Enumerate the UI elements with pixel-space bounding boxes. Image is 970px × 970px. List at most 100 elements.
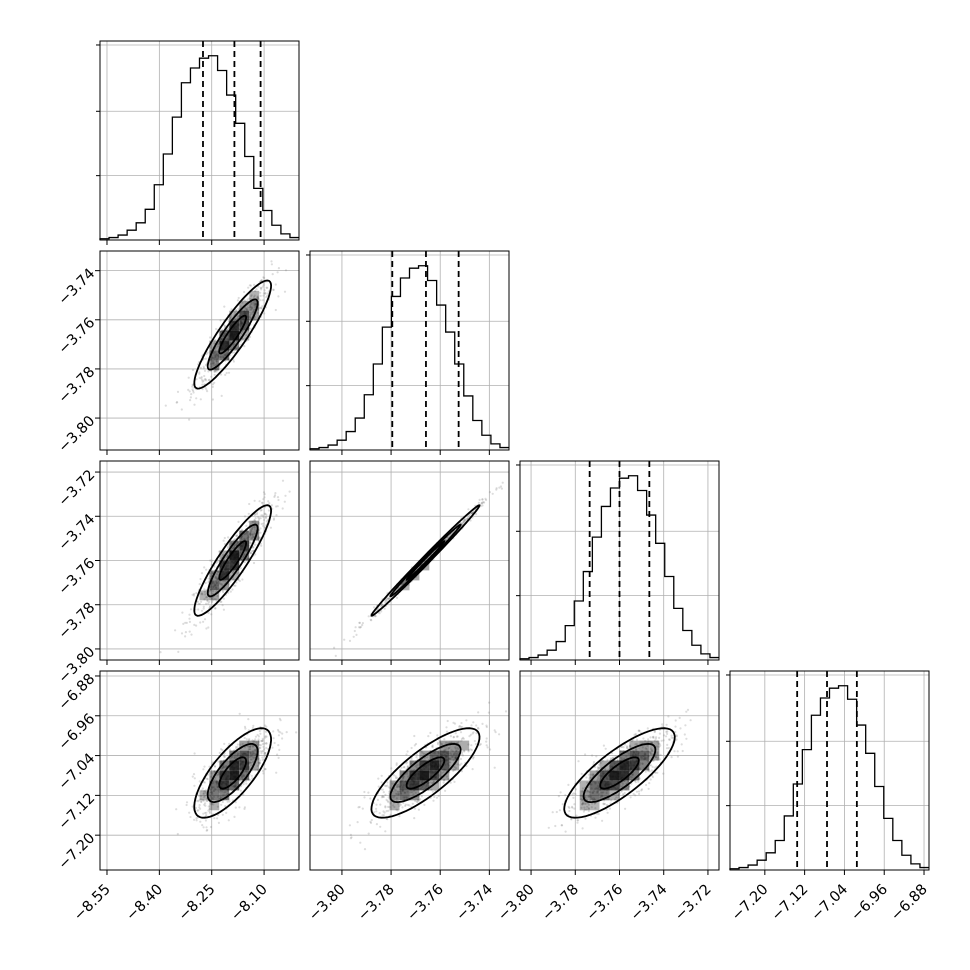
scatter-point: [249, 315, 252, 318]
scatter-point: [234, 318, 237, 321]
scatter-point: [242, 783, 245, 786]
scatter-point: [568, 809, 571, 813]
scatter-point: [591, 773, 595, 776]
scatter-point: [464, 519, 467, 522]
scatter-point: [255, 741, 258, 744]
panel-1-0: −3.80−3.78−3.76−3.74: [56, 250, 300, 456]
scatter-point: [567, 805, 570, 808]
scatter-point: [444, 538, 447, 541]
x-tick-label: −6.88: [888, 882, 931, 925]
scatter-point: [660, 739, 663, 742]
scatter-point: [488, 491, 491, 494]
scatter-point: [214, 607, 217, 610]
scatter-point: [485, 724, 488, 727]
scatter-point: [210, 365, 213, 368]
scatter-point: [446, 719, 449, 723]
scatter-point: [262, 745, 265, 749]
panel-3-2: −3.80 −3.78 −3.76 −3.74 −3.72: [495, 670, 720, 924]
scatter-point: [674, 730, 677, 734]
scatter-point: [243, 515, 247, 518]
scatter-point: [471, 732, 474, 735]
scatter-point: [256, 733, 259, 737]
scatter-point: [225, 556, 229, 559]
scatter-point: [689, 719, 692, 722]
scatter-point: [231, 571, 234, 574]
scatter-point: [193, 818, 196, 821]
scatter-point: [203, 590, 206, 593]
contour-level-3: [193, 727, 273, 819]
scatter-point: [387, 796, 390, 799]
scatter-point: [460, 770, 463, 773]
scatter-point: [235, 309, 238, 312]
scatter-point: [175, 808, 178, 811]
scatter-point: [485, 498, 488, 502]
contour-level-1: [405, 540, 446, 581]
scatter-point: [251, 751, 254, 754]
scatter-point: [217, 773, 220, 776]
scatter-point: [382, 791, 385, 794]
scatter-point: [467, 743, 470, 746]
scatter-point: [472, 721, 475, 724]
scatter-point: [445, 775, 448, 778]
scatter-point: [385, 600, 388, 603]
scatter-point: [261, 739, 264, 743]
panel-frame: [309, 670, 510, 871]
scatter-point: [256, 764, 259, 768]
scatter-point: [249, 327, 252, 330]
scatter-point: [348, 824, 351, 827]
scatter-point: [574, 788, 578, 791]
scatter-point: [438, 741, 441, 744]
density-cell: [249, 750, 260, 761]
scatter-point: [398, 804, 401, 808]
scatter-point: [405, 762, 408, 765]
scatter-point: [200, 789, 203, 792]
scatter-point: [192, 592, 196, 596]
scatter-point: [288, 490, 291, 493]
scatter-point: [654, 771, 657, 774]
density-cell: [249, 300, 260, 311]
density-cell: [599, 760, 610, 771]
scatter-point: [454, 732, 457, 735]
scatter-point: [254, 304, 257, 307]
scatter-point: [262, 522, 265, 525]
density-cell: [439, 750, 450, 761]
scatter-point: [675, 735, 678, 738]
scatter-point: [646, 744, 649, 747]
scatter-point: [184, 631, 187, 634]
scatter-point: [585, 776, 588, 779]
scatter-point: [616, 758, 619, 761]
scatter-point: [249, 761, 252, 764]
panel-2-0: −3.80−3.78−3.76−3.74−3.72: [56, 460, 300, 687]
scatter-point: [586, 790, 589, 793]
density-cell: [599, 790, 610, 801]
scatter-point: [249, 305, 252, 308]
scatter-point: [379, 803, 382, 806]
scatter-point: [620, 745, 623, 749]
scatter-point: [253, 749, 256, 752]
scatter-point: [200, 800, 203, 804]
scatter-point: [358, 621, 361, 624]
scatter-point: [481, 501, 484, 504]
scatter-point: [446, 537, 449, 540]
panel-2-2: [516, 460, 720, 665]
scatter-point: [377, 777, 380, 780]
scatter-point: [581, 787, 585, 790]
scatter-point: [411, 802, 414, 805]
scatter-point: [247, 748, 250, 751]
scatter-point: [227, 545, 230, 548]
scatter-point: [475, 724, 478, 727]
scatter-point: [246, 298, 249, 301]
x-tick-label: −8.10: [228, 882, 271, 925]
scatter-point: [261, 514, 264, 517]
scatter-point: [243, 308, 246, 311]
scatter-point: [498, 486, 501, 489]
scatter-point: [260, 501, 264, 504]
scatter-point: [395, 763, 398, 767]
scatter-point: [597, 812, 600, 816]
scatter-point: [214, 776, 217, 780]
scatter-point: [191, 388, 194, 391]
scatter-point: [649, 753, 653, 756]
scatter-point: [251, 744, 254, 748]
scatter-point: [214, 575, 217, 578]
scatter-point: [254, 302, 257, 305]
